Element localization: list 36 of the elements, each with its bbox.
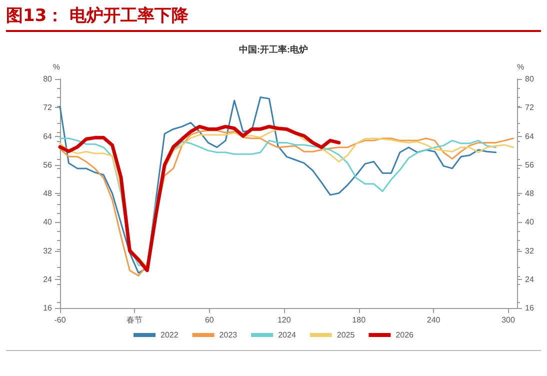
x-tick-label: 180 bbox=[352, 316, 366, 324]
y-tick-label: 24 bbox=[43, 274, 53, 284]
y2-tick-label: 56 bbox=[525, 160, 534, 170]
y2-tick-label: 48 bbox=[525, 189, 534, 198]
x-tick-label: 120 bbox=[277, 316, 292, 324]
x-tick-label: -60 bbox=[54, 316, 66, 324]
legend-label: 2024 bbox=[278, 330, 296, 340]
line-series bbox=[58, 124, 341, 272]
y-tick-label: 80 bbox=[43, 74, 53, 84]
x-tick-label: 240 bbox=[426, 316, 441, 324]
y2-tick-label: 40 bbox=[525, 218, 534, 227]
line-series bbox=[59, 96, 497, 274]
y2-tick-label: 64 bbox=[525, 132, 534, 141]
y-tick-label: 16 bbox=[43, 304, 53, 312]
legend-label: 2025 bbox=[336, 330, 356, 340]
y2-tick-label: 16 bbox=[525, 304, 534, 312]
y-tick-label: 48 bbox=[43, 189, 53, 198]
y2-tick-label: 32 bbox=[525, 246, 534, 256]
y-axis-title: % bbox=[52, 62, 60, 72]
x-tick-label: 60 bbox=[204, 316, 214, 324]
chart-subtitle: 中国:开工率:电炉 bbox=[239, 44, 308, 54]
y-tick-label: 32 bbox=[43, 246, 53, 256]
x-tick-label: 春节 bbox=[126, 316, 143, 324]
y-tick-label: 40 bbox=[43, 218, 53, 227]
y2-tick-label: 80 bbox=[525, 74, 534, 84]
y-tick-label: 56 bbox=[43, 160, 53, 170]
chart-title: 图13： 电炉开工率下降 bbox=[6, 2, 541, 32]
legend-label: 2026 bbox=[396, 330, 414, 340]
y-tick-label: 64 bbox=[43, 132, 53, 141]
y-tick-label: 72 bbox=[43, 103, 53, 112]
y2-axis-title: % bbox=[517, 62, 524, 72]
x-tick-label: 300 bbox=[502, 316, 516, 324]
y2-tick-label: 72 bbox=[525, 103, 534, 112]
y2-tick-label: 24 bbox=[525, 274, 534, 284]
legend-label: 2023 bbox=[219, 330, 238, 340]
legend-label: 2022 bbox=[160, 330, 179, 340]
